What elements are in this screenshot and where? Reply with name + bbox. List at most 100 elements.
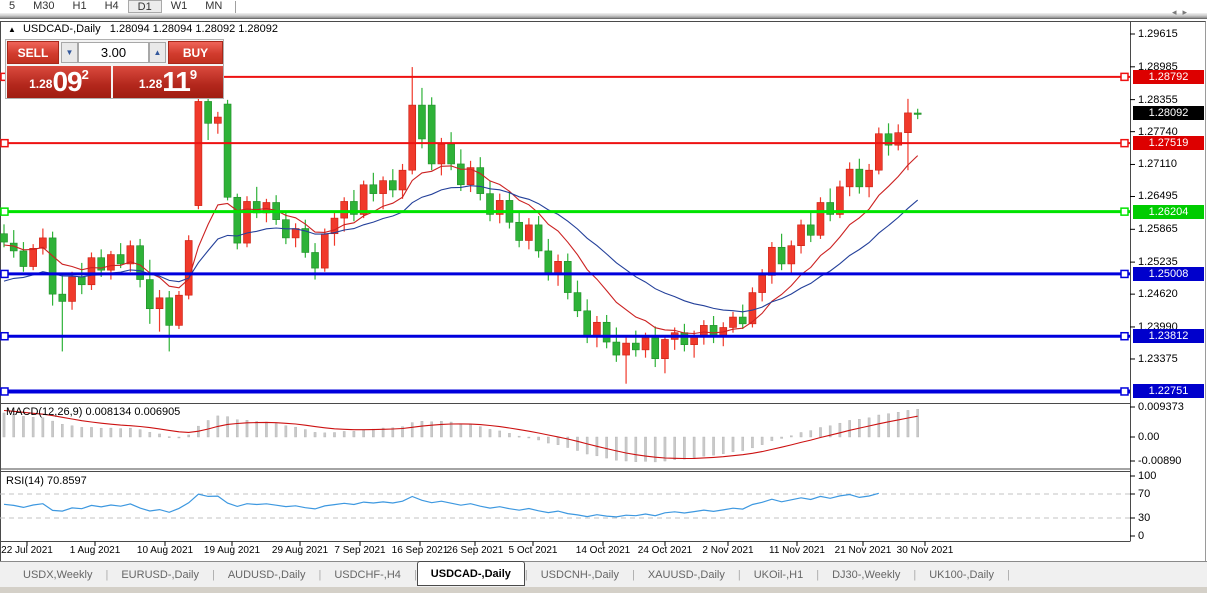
macd-histogram-bar — [721, 436, 725, 454]
macd-histogram-bar — [712, 436, 715, 456]
symbol-tab-usdx[interactable]: USDX,Weekly — [23, 568, 93, 581]
level-anchor-handle[interactable] — [0, 207, 9, 216]
price-axis-label: 1.25235 — [1138, 256, 1178, 269]
macd-histogram-bar — [90, 427, 93, 438]
macd-histogram-bar — [22, 416, 25, 438]
macd-histogram-bar — [313, 432, 317, 438]
level-anchor-handle[interactable] — [0, 138, 9, 148]
macd-histogram-bar — [537, 436, 540, 441]
macd-histogram-bar — [585, 436, 589, 455]
buy-price-display[interactable]: 1.28119 — [113, 66, 223, 98]
candle-body — [486, 193, 494, 215]
macd-histogram-bar — [469, 424, 472, 438]
timeframe-button-h4[interactable]: H4 — [104, 0, 119, 12]
candle-body — [661, 339, 669, 360]
symbol-tab-dj30[interactable]: DJ30-,Weekly — [832, 568, 901, 581]
macd-histogram-bar — [731, 436, 735, 453]
buy-button[interactable]: BUY — [168, 41, 223, 64]
level-anchor-handle[interactable] — [0, 387, 9, 396]
macd-histogram-bar — [391, 427, 395, 438]
candle-body — [369, 184, 378, 194]
candle-body — [77, 276, 86, 286]
date-label: 11 Nov 2021 — [769, 545, 825, 556]
level-anchor-handle[interactable] — [1120, 269, 1129, 279]
macd-histogram-bar — [226, 416, 229, 438]
macd-histogram-bar — [906, 410, 910, 438]
macd-histogram-bar — [119, 428, 122, 438]
level-anchor-handle[interactable] — [0, 269, 9, 279]
timeframe-button-h1[interactable]: H1 — [72, 0, 87, 12]
candle-body — [495, 200, 504, 215]
date-label: 2 Nov 2021 — [702, 545, 754, 556]
candle-body — [194, 101, 203, 206]
tab-separator: | — [413, 568, 417, 581]
sell-price-display[interactable]: 1.28092 — [7, 66, 111, 98]
candle-body — [116, 254, 125, 265]
candle-body — [738, 316, 747, 325]
macd-histogram-bar — [478, 426, 482, 438]
candle-body — [97, 257, 105, 271]
timeframe-button-m30[interactable]: M30 — [33, 0, 55, 12]
macd-values: 0.008134 0.006905 — [85, 406, 181, 418]
sell-button[interactable]: SELL — [7, 41, 59, 64]
macd-axis-label: -0.00890 — [1138, 455, 1182, 467]
macd-histogram-bar — [653, 436, 657, 463]
level-anchor-handle[interactable] — [1120, 207, 1129, 216]
candle-body — [223, 103, 232, 198]
level-anchor-handle[interactable] — [1120, 138, 1129, 148]
macd-histogram-bar — [449, 421, 453, 438]
level-price-badge: 1.23812 — [1133, 329, 1204, 344]
volume-input[interactable]: 3.00 — [78, 42, 149, 63]
candle-body — [427, 104, 436, 165]
symbol-tab-eurusd[interactable]: EURUSD-,Daily — [121, 568, 199, 581]
symbol-tab-xauusd[interactable]: XAUUSD-,Daily — [647, 568, 725, 581]
macd-histogram-bar — [2, 412, 6, 438]
symbol-tab-ukoil[interactable]: UKOil-,H1 — [753, 568, 804, 581]
macd-histogram-bar — [556, 436, 560, 445]
price-axis-label: 1.24620 — [1138, 288, 1178, 301]
rsi-label: RSI(14) 70.8597 — [6, 475, 87, 487]
tab-scroll-left-icon[interactable]: ◂ — [1171, 7, 1183, 17]
sell-price-sup: 2 — [81, 67, 89, 82]
candle-body — [563, 261, 572, 293]
macd-histogram-bar — [508, 433, 511, 438]
tab-scroll-arrows[interactable]: ◂▸ — [1172, 7, 1193, 18]
level-anchor-handle[interactable] — [0, 331, 9, 341]
macd-axis-label: 0.00 — [1138, 431, 1160, 443]
collapse-triangle-icon[interactable]: ▲ — [8, 25, 16, 34]
rsi-axis-label: 100 — [1138, 470, 1157, 482]
tab-scroll-right-icon[interactable]: ▸ — [1182, 7, 1193, 17]
tab-separator: | — [631, 568, 635, 581]
candle-body — [58, 293, 67, 302]
bottom-strip — [0, 587, 1207, 593]
candles-layer — [0, 67, 922, 384]
level-anchor-handle[interactable] — [1120, 331, 1129, 341]
buy-price-small: 1.28 — [138, 77, 163, 91]
timeframe-button-5[interactable]: 5 — [9, 0, 16, 12]
candle-body — [243, 201, 251, 244]
symbol-tab-uk100[interactable]: UK100-,Daily — [929, 568, 995, 581]
timeframe-button-d1[interactable]: D1 — [127, 0, 162, 13]
rsi-axis-label: 30 — [1138, 512, 1151, 524]
level-anchor-handle[interactable] — [1120, 387, 1129, 396]
price-axis-label: 1.28355 — [1138, 93, 1178, 106]
macd-histogram-bar — [372, 428, 375, 438]
candle-body — [525, 224, 533, 241]
tab-separator: | — [318, 568, 322, 581]
candle-body — [0, 233, 8, 243]
timeframe-button-mn[interactable]: MN — [205, 0, 223, 12]
volume-increase-button[interactable]: ▲ — [149, 42, 166, 63]
macd-histogram-bar — [235, 419, 239, 438]
price-axis-label: 1.26495 — [1138, 190, 1178, 203]
tab-separator: | — [105, 568, 109, 581]
timeframe-button-w1[interactable]: W1 — [170, 0, 188, 12]
macd-histogram-bar — [799, 432, 803, 438]
symbol-tab-usdcnh[interactable]: USDCNH-,Daily — [540, 568, 619, 581]
tab-separator: | — [737, 568, 741, 581]
volume-decrease-button[interactable]: ▼ — [61, 42, 78, 63]
level-anchor-handle[interactable] — [1120, 72, 1129, 82]
symbol-tab-usdchf[interactable]: USDCHF-,H4 — [334, 568, 401, 581]
symbol-tab-usdcad[interactable]: USDCAD-,Daily — [416, 561, 525, 586]
symbol-tab-audusd[interactable]: AUDUSD-,Daily — [227, 568, 306, 581]
candle-body — [806, 224, 815, 236]
